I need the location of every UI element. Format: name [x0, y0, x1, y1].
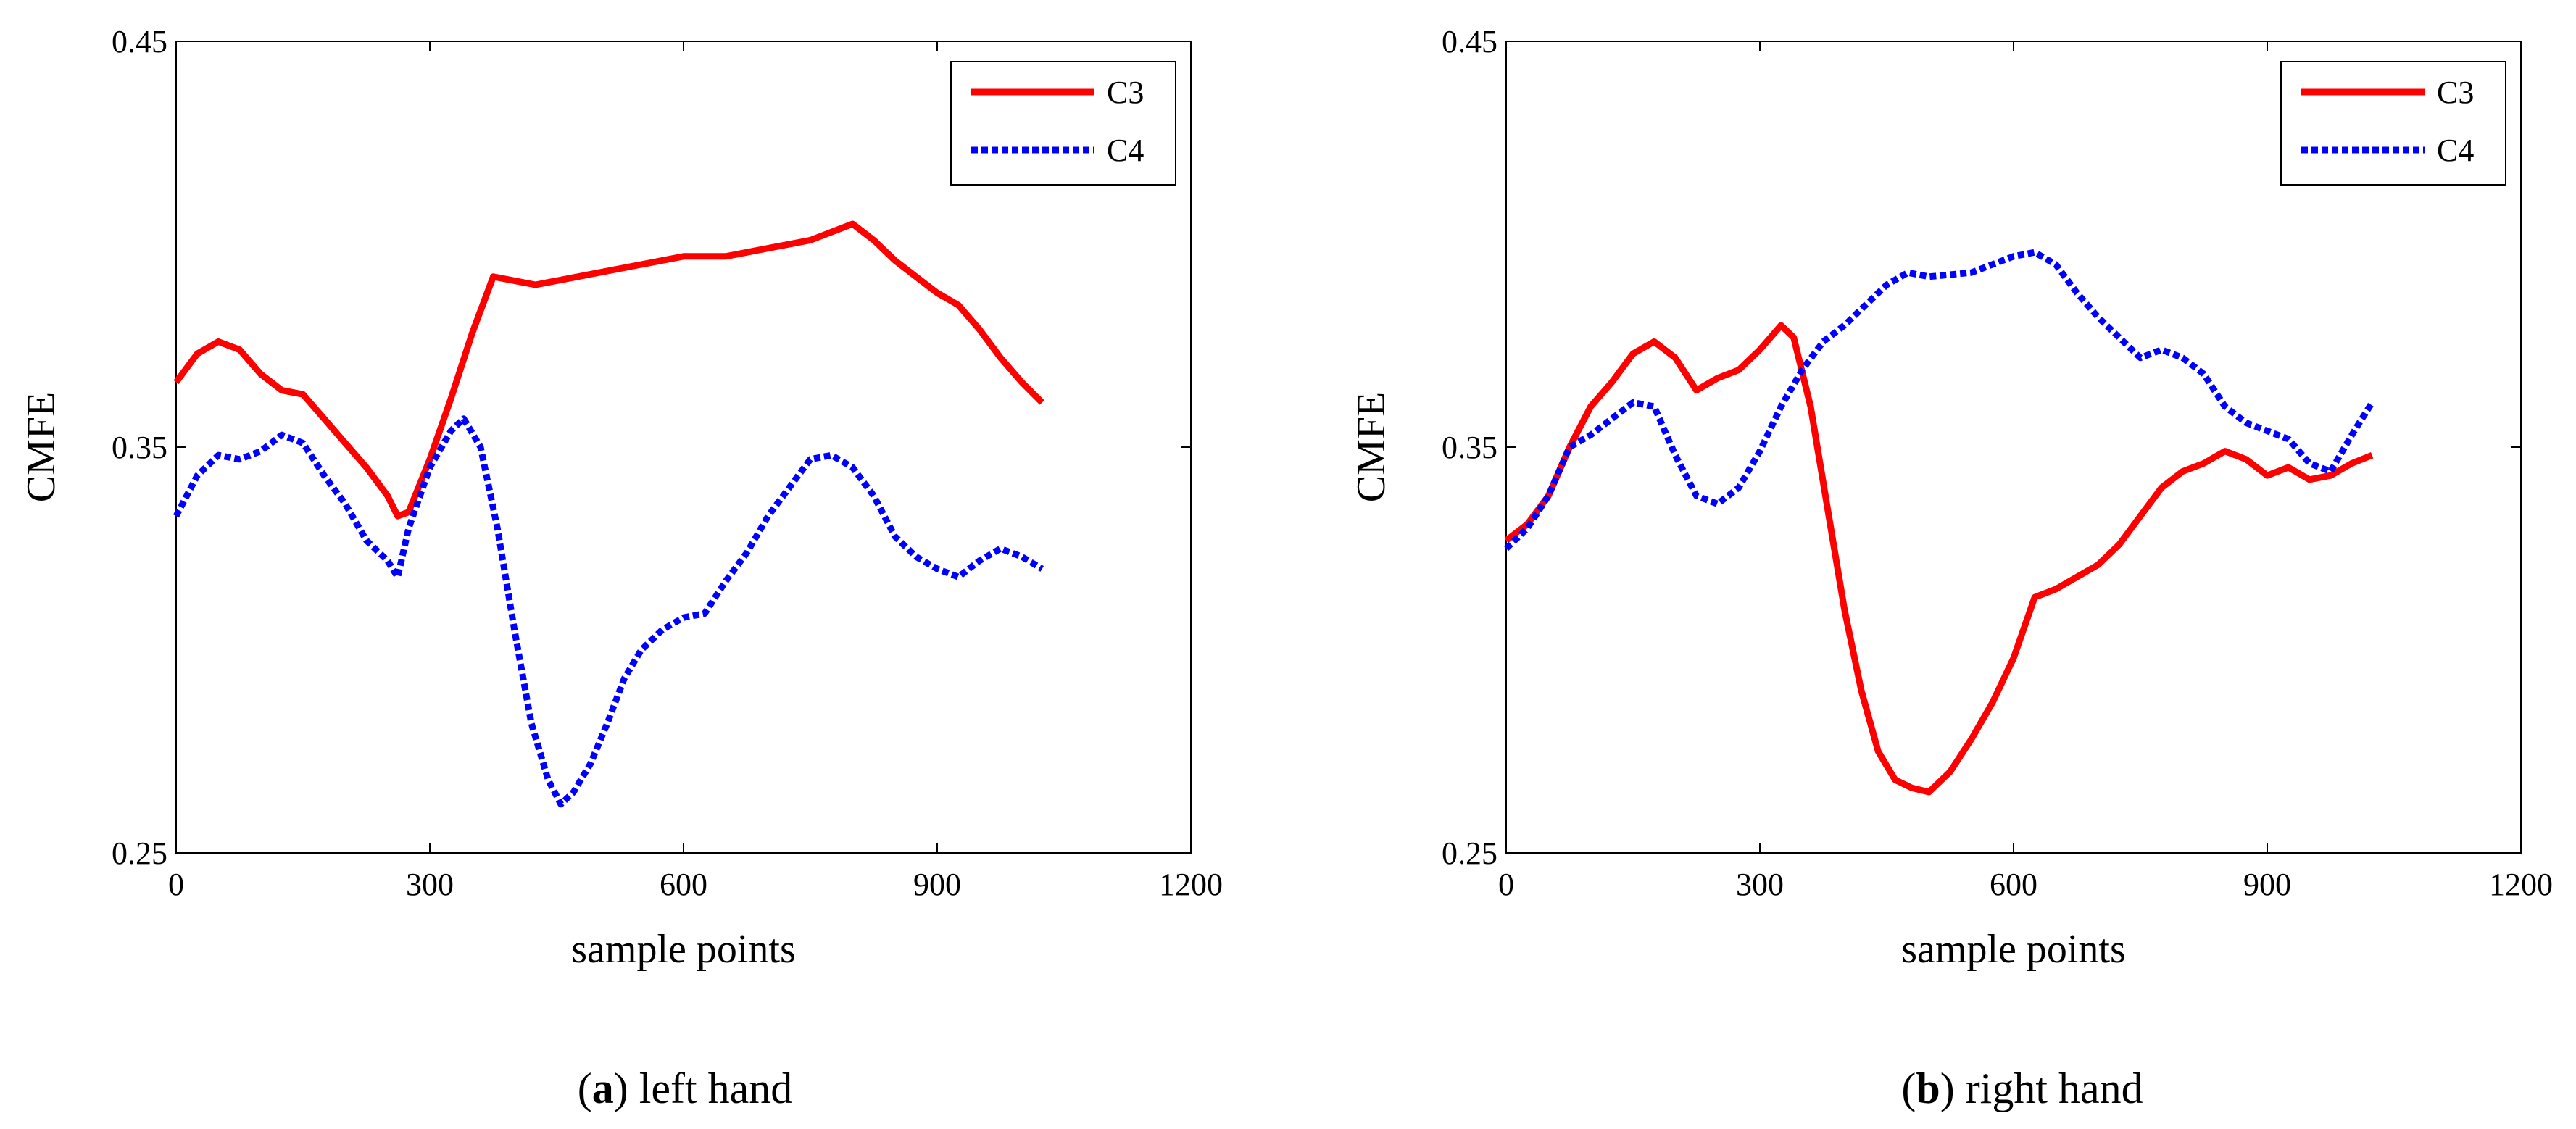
- series-layer: [173, 220, 1044, 808]
- caption-right-hand: (b) right hand: [1901, 1065, 2143, 1112]
- legend-label-c4: C4: [1107, 133, 1144, 168]
- legend-label-c3: C3: [2437, 75, 2474, 110]
- y-tick-label: 0.45: [112, 24, 167, 59]
- y-ticks: 0.25 0.35 0.45: [1442, 24, 2521, 871]
- panel-left-hand: 0.25 0.35 0.45 0 300 600 900 1200 sample point…: [19, 24, 1223, 1112]
- legend-label-c4: C4: [2437, 133, 2474, 168]
- x-tick-label: 600: [660, 867, 707, 902]
- x-tick-label: 0: [168, 867, 184, 902]
- y-tick-label: 0.25: [1442, 836, 1497, 871]
- y-tick-label: 0.45: [1442, 24, 1497, 59]
- x-tick-label: 600: [1990, 867, 2037, 902]
- series-layer: [1503, 249, 2375, 796]
- caption-text: right hand: [1955, 1065, 2143, 1112]
- panel-right-hand: 0.25 0.35 0.45 0 300 600 900 1200 sample point…: [1349, 24, 2553, 1112]
- series-line-c3: [1504, 322, 2374, 796]
- legend-label-c3: C3: [1107, 75, 1144, 110]
- y-axis-label: CMFE: [1349, 392, 1394, 503]
- x-tick-label: 900: [913, 867, 961, 902]
- legend-box: [950, 61, 1176, 186]
- x-ticks: 0 300 600 900 1200: [168, 41, 1223, 902]
- x-tick-label: 900: [2243, 867, 2291, 902]
- legend: C3 C4: [950, 61, 1176, 186]
- y-tick-label: 0.25: [112, 836, 167, 871]
- x-ticks: 0 300 600 900 1200: [1498, 41, 2553, 902]
- caption-left-hand: (a) left hand: [578, 1065, 793, 1112]
- x-tick-label: 1200: [2489, 867, 2553, 902]
- series-line-c4: [173, 415, 1044, 808]
- x-tick-label: 300: [1736, 867, 1784, 902]
- y-ticks: 0.25 0.35 0.45: [112, 24, 1191, 871]
- legend: C3 C4: [2280, 61, 2506, 186]
- legend-box: [2280, 61, 2506, 186]
- x-tick-label: 300: [406, 867, 454, 902]
- x-axis-label: sample points: [1901, 927, 2126, 972]
- x-tick-label: 1200: [1159, 867, 1223, 902]
- series-line-c3: [173, 220, 1044, 520]
- x-tick-label: 0: [1498, 867, 1514, 902]
- y-axis-label: CMFE: [19, 392, 64, 503]
- y-tick-label: 0.35: [1442, 430, 1497, 465]
- caption-text: left hand: [628, 1065, 793, 1112]
- caption-letter: b: [1916, 1065, 1940, 1112]
- caption-letter: a: [592, 1065, 614, 1112]
- x-axis-label: sample points: [571, 927, 796, 972]
- y-tick-label: 0.35: [112, 430, 167, 465]
